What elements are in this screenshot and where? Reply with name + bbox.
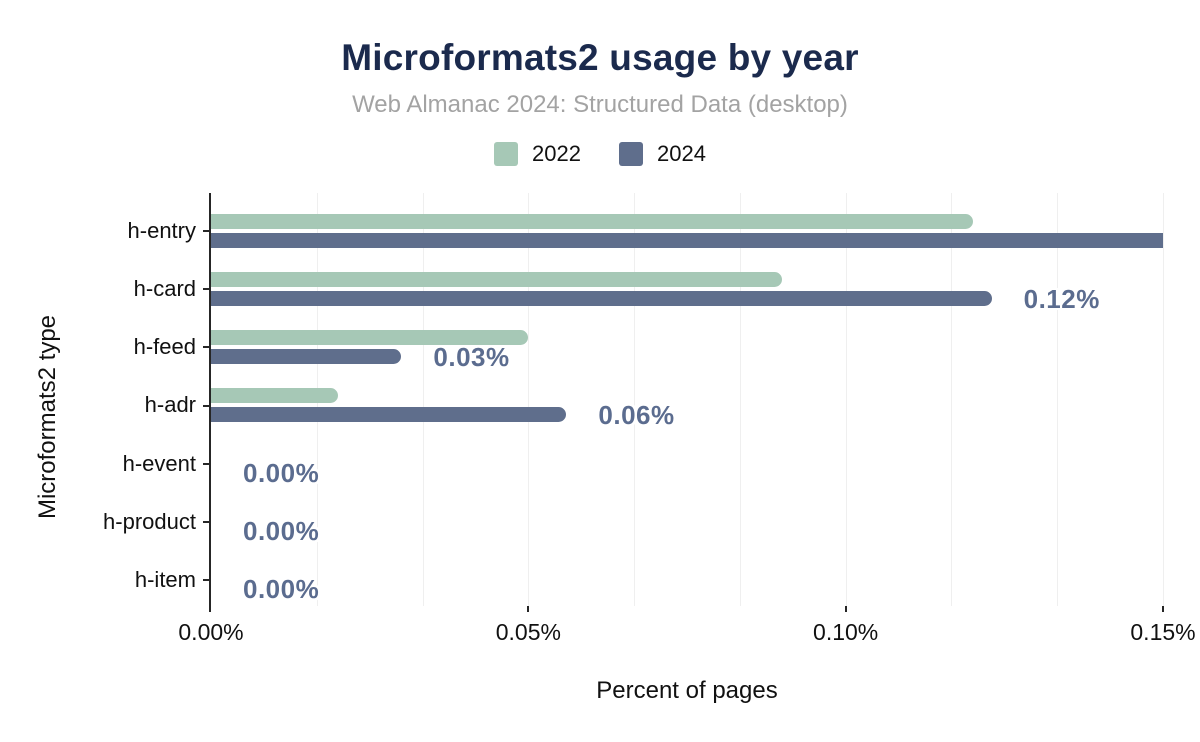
bar-2022-h-card [211, 272, 783, 288]
bar-pair: 0.00% [211, 447, 1163, 486]
gridline [951, 193, 953, 606]
gridline [634, 193, 636, 606]
bar-pair: 0.12% [211, 272, 1163, 312]
bar-row-h-card: 0.12% [211, 260, 1163, 318]
bar-rows: 0.12% 0.03% 0.06% 0.00% 0.00% 0.00% [211, 202, 1163, 609]
bar-value-label: 0.00% [243, 574, 320, 605]
bar-pair: 0.03% [211, 330, 1163, 370]
y-axis-tick [203, 230, 209, 233]
legend-label-2022: 2022 [532, 141, 581, 166]
legend-item-2022: 2022 [494, 142, 581, 166]
chart-subtitle: Web Almanac 2024: Structured Data (deskt… [352, 91, 848, 118]
bar-line-2024: 0.00% [211, 460, 1163, 486]
bar-2022-h-feed [211, 330, 529, 346]
bar-row-h-item: 0.00% [211, 551, 1163, 609]
category-label-h-card: h-card [133, 276, 196, 302]
bar-pair: 0.00% [211, 563, 1163, 602]
y-axis-tick [203, 462, 209, 465]
gridline [1163, 193, 1164, 606]
legend: 2022 2024 [0, 142, 1200, 166]
legend-item-2024: 2024 [619, 142, 706, 166]
x-tick-label-0.15%: 0.15% [1130, 619, 1196, 645]
y-axis-tick [203, 520, 209, 523]
category-label-h-adr: h-adr [144, 392, 196, 418]
bar-line-2024: 0.00% [211, 576, 1163, 602]
bar-2022-h-adr [211, 388, 338, 404]
bar-line-2024: 0.00% [211, 518, 1163, 544]
chart-area: Microformats2 type h-entry h-card h-feed h-… [0, 193, 1200, 742]
bar-pair: 0.00% [211, 505, 1163, 544]
bar-value-label: 0.00% [243, 516, 320, 547]
x-tick-label-0.05%: 0.05% [495, 619, 561, 645]
bar-2024-h-adr [211, 407, 567, 423]
bar-line-2024 [211, 233, 1163, 249]
bar-2024-h-feed [211, 349, 402, 365]
y-axis-tick [203, 346, 209, 349]
bar-row-h-adr: 0.06% [211, 376, 1163, 434]
x-axis-tick [527, 606, 530, 612]
y-axis-tick [203, 578, 209, 581]
legend-swatch-2022 [494, 142, 519, 166]
x-tick-label-0.00%: 0.00% [178, 619, 244, 645]
bar-pair: 0.06% [211, 388, 1163, 428]
legend-label-2024: 2024 [657, 141, 706, 166]
bar-value-label: 0.03% [433, 341, 510, 372]
bar-line-2024: 0.12% [211, 286, 1163, 312]
x-axis-tick [1162, 606, 1164, 612]
y-axis-labels: h-entry h-card h-feed h-adr h-event h-product… [0, 202, 196, 609]
chart-title: Microformats2 usage by year [341, 37, 859, 78]
x-axis-labels: 0.00% 0.05% 0.10% 0.15% [178, 619, 1195, 645]
x-axis-title: Percent of pages [596, 677, 778, 704]
y-axis-line [209, 193, 211, 612]
bar-row-h-feed: 0.03% [211, 318, 1163, 376]
y-axis-tick [203, 404, 209, 407]
gridline [1057, 193, 1059, 606]
bar-value-label: 0.12% [1023, 283, 1100, 314]
bar-pair [211, 214, 1163, 249]
bar-2022-h-entry [211, 214, 973, 230]
bar-value-label: 0.00% [243, 458, 320, 489]
category-label-h-entry: h-entry [127, 218, 196, 244]
category-label-h-event: h-event [122, 450, 196, 476]
bar-2024-h-entry [211, 233, 1163, 249]
plot-area: 0.12% 0.03% 0.06% 0.00% 0.00% 0.00% [203, 193, 1164, 612]
bar-row-h-event: 0.00% [211, 435, 1163, 493]
bar-2024-h-card [211, 291, 992, 307]
gridline [845, 193, 847, 606]
y-axis-tick [203, 288, 209, 291]
bar-row-h-product: 0.00% [211, 493, 1163, 551]
legend-swatch-2024 [619, 142, 643, 166]
category-label-h-product: h-product [103, 508, 196, 534]
bar-row-h-entry [211, 202, 1163, 260]
x-tick-label-0.10%: 0.10% [813, 619, 879, 645]
gridline [739, 193, 741, 606]
bar-line-2024: 0.06% [211, 402, 1163, 428]
x-axis-tick [844, 606, 847, 612]
category-label-h-item: h-item [134, 566, 196, 592]
bar-line-2024: 0.03% [211, 344, 1163, 370]
gridline [422, 193, 424, 606]
gridline [528, 193, 530, 606]
bar-value-label: 0.06% [598, 399, 675, 430]
category-label-h-feed: h-feed [133, 334, 196, 360]
